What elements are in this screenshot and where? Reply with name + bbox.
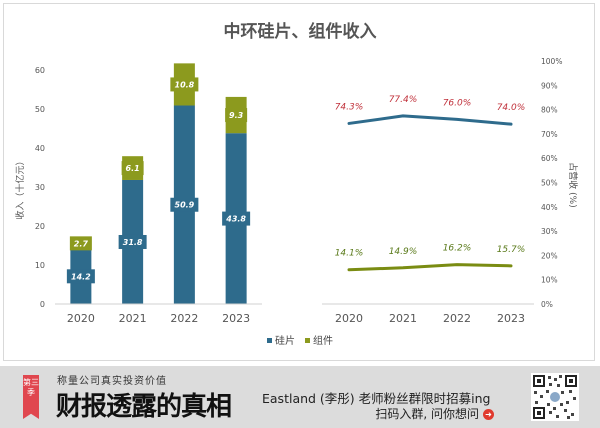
line-x-tick-label: 2022 xyxy=(443,312,471,325)
right-axis-tick-label: 20% xyxy=(541,251,558,260)
promo-line-1: Eastland (李彤) 老师粉丝群限时招募ing xyxy=(262,391,491,406)
left-axis-tick-label: 40 xyxy=(35,144,45,153)
left-axis-tick-label: 60 xyxy=(35,66,45,75)
qr-code-icon[interactable] xyxy=(531,373,579,421)
left-axis-tick-label: 10 xyxy=(35,261,45,270)
right-axis-tick-label: 10% xyxy=(541,276,558,285)
bar-x-tick-label: 2023 xyxy=(222,312,250,325)
right-axis-title: 占营收 (%) xyxy=(567,162,579,207)
arrow-right-icon: ➜ xyxy=(483,409,494,420)
right-axis-tick-label: 40% xyxy=(541,203,558,212)
right-axis-tick-label: 100% xyxy=(541,57,562,66)
line-data-label: 14.1% xyxy=(335,249,364,259)
data-label-box xyxy=(66,269,95,284)
left-axis-tick-label: 20 xyxy=(35,222,45,231)
data-label-box xyxy=(118,234,147,249)
line-data-label: 77.4% xyxy=(389,95,418,105)
season-badge: 第三季 xyxy=(23,375,39,419)
left-axis-title: 收入（十亿元） xyxy=(14,156,26,219)
bar-data-label: 10.8 xyxy=(175,80,195,89)
line-data-label: 15.7% xyxy=(497,245,526,255)
bar-data-label: 6.1 xyxy=(126,164,140,173)
bar-data-label: 50.9 xyxy=(175,201,195,210)
promo-line-2[interactable]: 扫码入群, 问你想问 ➜ xyxy=(375,405,494,422)
chart-title: 中环硅片、组件收入 xyxy=(224,21,377,42)
line-data-label: 74.0% xyxy=(497,103,526,113)
bar-data-label: 2.7 xyxy=(74,239,89,248)
line-data-label: 74.3% xyxy=(335,102,364,112)
right-axis-tick-label: 70% xyxy=(541,130,558,139)
right-axis-tick-label: 50% xyxy=(541,179,558,188)
right-axis-tick-label: 90% xyxy=(541,81,558,90)
bar-x-tick-label: 2022 xyxy=(170,312,198,325)
chart-frame xyxy=(3,3,595,361)
footer-brand: 财报透露的真相 xyxy=(56,392,232,422)
bar-x-tick-label: 2021 xyxy=(119,312,147,325)
line-x-tick-label: 2023 xyxy=(497,312,525,325)
promo-line-2-text: 扫码入群, 问你想问 xyxy=(375,407,479,421)
data-label-box xyxy=(222,211,251,226)
legend: 硅片 组件 xyxy=(267,334,333,347)
footer-slogan: 称量公司真实投资价值 xyxy=(57,376,167,387)
left-axis-tick-label: 30 xyxy=(35,183,45,192)
right-axis-tick-label: 60% xyxy=(541,154,558,163)
line-series-module xyxy=(347,263,513,272)
line-x-tick-label: 2021 xyxy=(389,312,417,325)
line-series-silicon xyxy=(347,114,513,126)
data-label-box xyxy=(121,161,144,176)
line-data-label: 16.2% xyxy=(443,244,472,254)
right-axis-tick-label: 80% xyxy=(541,106,558,115)
data-label-box xyxy=(170,77,199,92)
bar-data-label: 43.8 xyxy=(225,215,246,224)
legend-swatch-silicon xyxy=(267,338,272,343)
data-label-box xyxy=(69,236,92,251)
bar-data-label: 14.2 xyxy=(71,272,91,281)
legend-swatch-module xyxy=(305,338,310,343)
footer-banner xyxy=(0,366,600,428)
line-data-label: 14.9% xyxy=(389,247,418,257)
legend-label-module: 组件 xyxy=(313,334,333,347)
data-label-box xyxy=(170,197,199,212)
right-axis-tick-label: 30% xyxy=(541,227,558,236)
right-axis-tick-label: 0% xyxy=(541,300,553,309)
data-label-box xyxy=(225,108,248,123)
line-data-label: 76.0% xyxy=(443,98,472,108)
left-axis-tick-label: 50 xyxy=(35,105,45,114)
left-axis-tick-label: 0 xyxy=(40,300,45,309)
line-x-tick-label: 2020 xyxy=(335,312,363,325)
bar-data-label: 9.3 xyxy=(229,111,244,120)
chart-canvas: 中环硅片、组件收入 0 10 20 30 40 50 60 14.2 2.7 31.8 6.1 50… xyxy=(14,21,579,347)
legend-label-silicon: 硅片 xyxy=(275,334,295,347)
bar-x-tick-label: 2020 xyxy=(67,312,95,325)
bar-data-label: 31.8 xyxy=(123,238,143,247)
